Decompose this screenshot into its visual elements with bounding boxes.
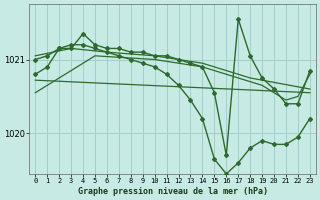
- X-axis label: Graphe pression niveau de la mer (hPa): Graphe pression niveau de la mer (hPa): [77, 187, 268, 196]
